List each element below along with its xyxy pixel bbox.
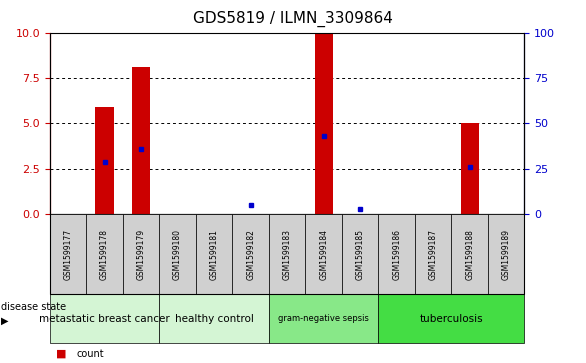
Text: GSM1599177: GSM1599177 [63, 229, 73, 280]
Text: GSM1599184: GSM1599184 [319, 229, 328, 280]
Bar [461, 123, 479, 214]
Text: GSM1599183: GSM1599183 [282, 229, 292, 280]
Bar [315, 34, 333, 214]
Text: GSM1599186: GSM1599186 [392, 229, 401, 280]
Text: GDS5819 / ILMN_3309864: GDS5819 / ILMN_3309864 [193, 11, 393, 27]
Text: count: count [76, 349, 104, 359]
Bar [96, 107, 114, 214]
Text: gram-negative sepsis: gram-negative sepsis [278, 314, 369, 323]
Text: healthy control: healthy control [175, 314, 254, 323]
Text: tuberculosis: tuberculosis [420, 314, 483, 323]
Text: GSM1599187: GSM1599187 [429, 229, 438, 280]
Bar [132, 67, 150, 214]
Text: ▶: ▶ [1, 315, 8, 325]
Text: GSM1599180: GSM1599180 [173, 229, 182, 280]
Text: GSM1599181: GSM1599181 [210, 229, 219, 280]
Text: GSM1599178: GSM1599178 [100, 229, 109, 280]
Text: GSM1599189: GSM1599189 [502, 229, 511, 280]
Text: GSM1599185: GSM1599185 [356, 229, 364, 280]
Text: metastatic breast cancer: metastatic breast cancer [39, 314, 170, 323]
Text: GSM1599179: GSM1599179 [137, 229, 145, 280]
Text: GSM1599188: GSM1599188 [465, 229, 474, 280]
Text: ■: ■ [56, 349, 66, 359]
Text: disease state: disease state [1, 302, 66, 312]
Text: GSM1599182: GSM1599182 [246, 229, 255, 280]
